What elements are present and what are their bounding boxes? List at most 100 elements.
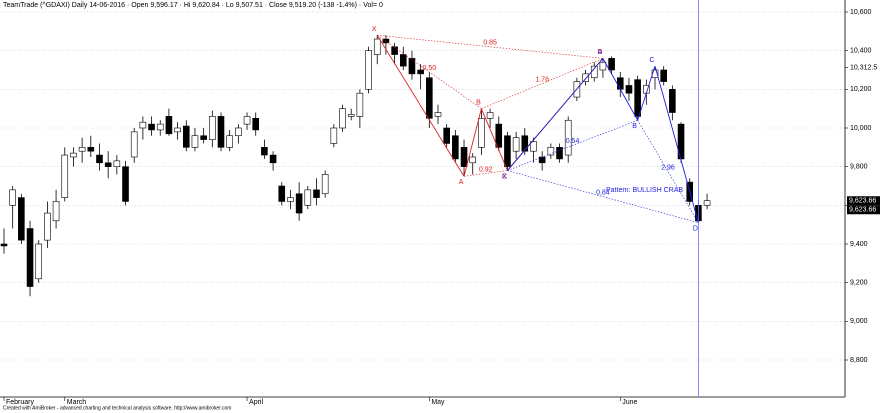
candle-body bbox=[590, 65, 598, 79]
candle-body bbox=[373, 38, 381, 55]
candle-body bbox=[669, 89, 676, 113]
price-label-box bbox=[847, 196, 880, 206]
pattern-point-label: X bbox=[502, 173, 507, 180]
pattern-ratio-line bbox=[481, 58, 604, 109]
candle-body bbox=[504, 135, 511, 167]
candle-body bbox=[148, 123, 155, 131]
candle-body bbox=[651, 69, 659, 79]
x-tick-label: March bbox=[67, 399, 87, 406]
candle-body bbox=[104, 162, 112, 167]
candle-body bbox=[339, 108, 346, 129]
pattern-ratio-line bbox=[464, 170, 508, 177]
pattern-ratio: 0.92 bbox=[479, 166, 493, 173]
pattern-leg bbox=[507, 58, 604, 171]
candle-body bbox=[191, 135, 199, 148]
candle-body bbox=[582, 73, 589, 82]
candle-body bbox=[304, 189, 312, 206]
candle-body bbox=[703, 200, 711, 206]
candle-body bbox=[634, 79, 641, 117]
candle-body bbox=[78, 147, 86, 152]
candle-body bbox=[434, 112, 442, 117]
candle-body bbox=[235, 127, 242, 137]
pattern-point-label: A bbox=[598, 49, 603, 56]
candle-body bbox=[174, 127, 181, 133]
price-label: 9,623.66 bbox=[849, 198, 876, 205]
candle-body bbox=[547, 147, 555, 156]
x-tick-label: April bbox=[249, 399, 263, 406]
y-tick-label: 9,800 bbox=[850, 164, 868, 171]
pattern-ratio: 0.84 bbox=[596, 189, 610, 196]
candle-body bbox=[556, 147, 563, 160]
candle-body bbox=[486, 112, 494, 119]
candle-body bbox=[521, 135, 529, 152]
y-tick-label: 10,400 bbox=[850, 47, 872, 54]
candle-body bbox=[156, 123, 164, 131]
candle-body bbox=[52, 201, 60, 222]
candle-body bbox=[44, 212, 51, 241]
candle-body bbox=[625, 85, 633, 94]
candle-body bbox=[200, 135, 207, 140]
pattern-leg bbox=[463, 108, 482, 177]
candle-body bbox=[165, 116, 173, 135]
candle-body bbox=[130, 131, 138, 158]
candle-body bbox=[399, 54, 407, 67]
y-tick-label: 9,000 bbox=[850, 318, 868, 325]
candle-body bbox=[512, 137, 520, 152]
candle-body bbox=[261, 147, 268, 156]
candle-body bbox=[252, 118, 260, 131]
candle-body bbox=[616, 77, 624, 90]
candle-body bbox=[9, 189, 16, 206]
pattern-ratio-line bbox=[637, 120, 699, 223]
candle-body bbox=[287, 197, 294, 202]
header: TeamTrade (^GDAXI) Daily 14-06-2016 · Op… bbox=[3, 2, 383, 9]
candle-body bbox=[478, 118, 485, 148]
candle-body bbox=[408, 58, 416, 75]
x-tick-label: February bbox=[6, 399, 35, 406]
x-tick-label: May bbox=[431, 399, 445, 406]
candle-body bbox=[564, 119, 572, 156]
candle-body bbox=[538, 156, 546, 164]
candle-body bbox=[96, 154, 103, 164]
pattern-point-label: B bbox=[632, 123, 637, 130]
candle-body bbox=[330, 127, 338, 144]
candle-body bbox=[365, 50, 372, 90]
candle-body bbox=[426, 77, 433, 119]
price-label: 9,623.66 bbox=[849, 207, 876, 214]
price-label-box bbox=[847, 205, 880, 215]
candle-body bbox=[443, 127, 450, 144]
pattern-point-label: C bbox=[649, 57, 654, 64]
candle-body bbox=[226, 135, 233, 148]
x-tick-label: June bbox=[622, 399, 637, 406]
pattern-point-label: X bbox=[372, 26, 377, 33]
candle-body bbox=[269, 154, 277, 164]
pattern-ratio-line bbox=[377, 34, 482, 109]
pattern-point-label: D bbox=[693, 226, 698, 233]
candle-body bbox=[356, 92, 364, 117]
candle-body bbox=[347, 114, 355, 117]
candle-body bbox=[321, 174, 329, 195]
candle-body bbox=[139, 121, 147, 129]
pattern-point-label: C bbox=[502, 173, 507, 180]
candle-body bbox=[182, 125, 190, 148]
pattern-leg bbox=[480, 108, 508, 171]
candle-body bbox=[417, 69, 424, 75]
candle-body bbox=[295, 193, 303, 214]
y-tick-label: 9,200 bbox=[850, 280, 868, 287]
pattern-leg bbox=[602, 58, 639, 121]
candle-body bbox=[278, 185, 286, 202]
y-tick-label: 10,200 bbox=[850, 86, 872, 93]
candle-body bbox=[35, 243, 43, 280]
pattern-leg bbox=[376, 34, 465, 177]
pattern-ratio: 1.76 bbox=[535, 76, 549, 83]
candle-body bbox=[599, 61, 607, 71]
candle-body bbox=[469, 156, 477, 164]
pattern-leg bbox=[654, 66, 699, 223]
candle-body bbox=[113, 160, 121, 167]
candle-body bbox=[391, 46, 398, 55]
pattern-ratio: 2.96 bbox=[661, 164, 675, 171]
candle-body bbox=[122, 166, 129, 202]
candle-body bbox=[217, 116, 225, 148]
candle-body bbox=[452, 135, 459, 160]
